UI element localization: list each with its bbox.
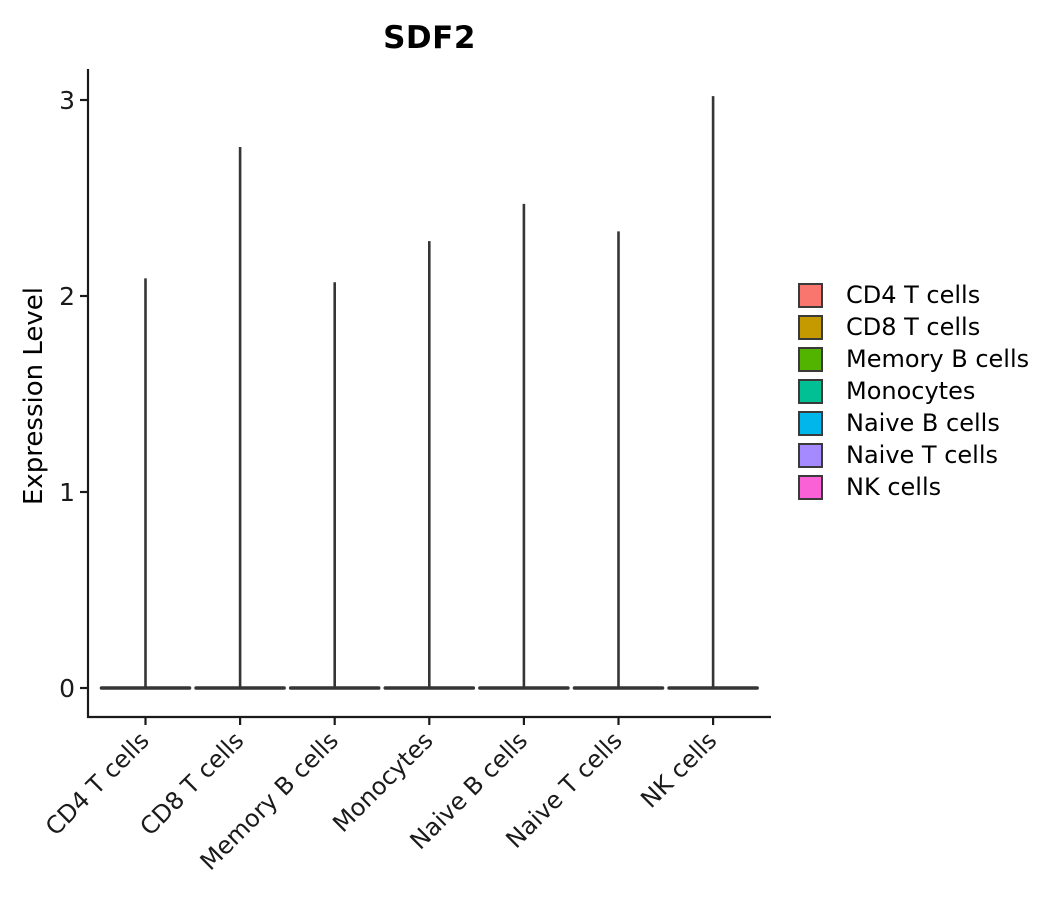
legend-item-label: NK cells (846, 473, 942, 501)
legend-item: Memory B cells (798, 347, 1029, 372)
legend-item-label: CD4 T cells (846, 281, 981, 309)
y-tick-label: 2 (59, 282, 75, 311)
legend-color-swatch (798, 347, 823, 372)
legend-color-swatch (798, 475, 823, 500)
legend-item: Monocytes (798, 379, 1029, 404)
legend-color-swatch (798, 315, 823, 340)
plot-title: SDF2 (383, 20, 476, 56)
legend-item-label: Naive B cells (846, 409, 1000, 437)
y-tick-label: 3 (59, 86, 75, 115)
legend-item: Naive B cells (798, 411, 1029, 436)
legend-color-swatch (798, 411, 823, 436)
legend-item-label: Memory B cells (846, 345, 1030, 373)
legend-item: CD8 T cells (798, 315, 1029, 340)
legend-item-label: CD8 T cells (846, 313, 981, 341)
legend: CD4 T cells CD8 T cells Memory B cells Mono… (798, 283, 1029, 507)
legend-item: Naive T cells (798, 443, 1029, 468)
legend-item-label: Naive T cells (846, 441, 999, 469)
legend-color-swatch (798, 283, 823, 308)
legend-color-swatch (798, 443, 823, 468)
x-tick-label: NK cells (635, 726, 722, 813)
legend-item: NK cells (798, 475, 1029, 500)
legend-color-swatch (798, 379, 823, 404)
y-tick-label: 0 (59, 674, 75, 703)
y-tick-label: 1 (59, 478, 75, 507)
legend-item: CD4 T cells (798, 283, 1029, 308)
y-axis-title: Expression Level (19, 287, 49, 505)
legend-item-label: Monocytes (846, 377, 976, 405)
